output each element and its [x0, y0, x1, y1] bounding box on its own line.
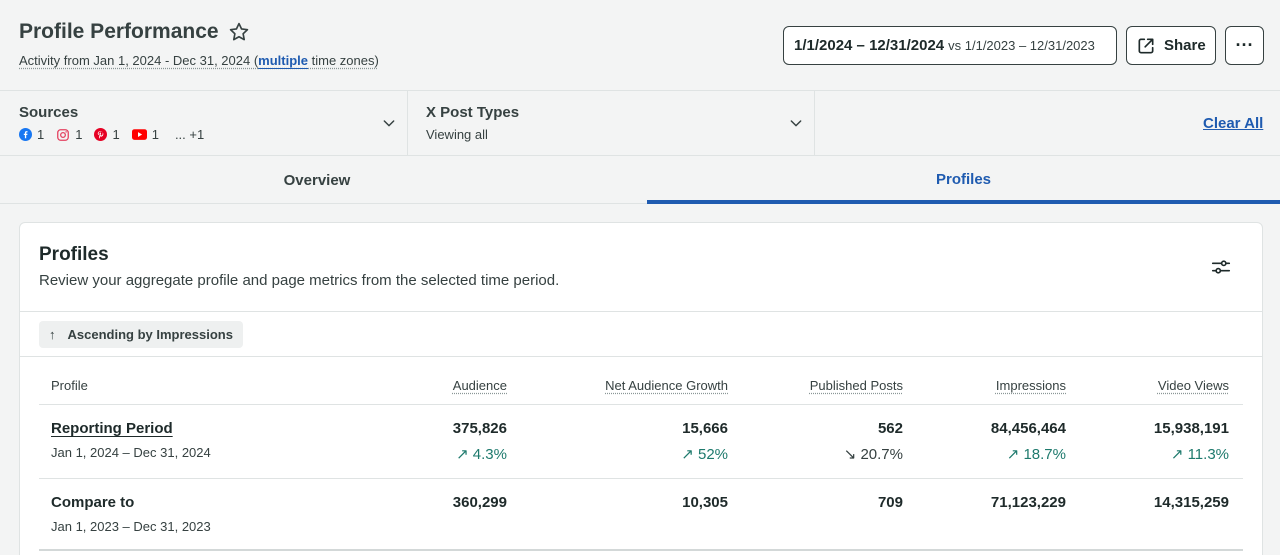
net-audience-growth-value: 10,305 [682, 494, 728, 511]
impressions-value: 71,123,229 [990, 494, 1066, 511]
sources-label: Sources [19, 104, 79, 121]
sort-chip[interactable]: ↑ Ascending by Impressions [39, 321, 243, 348]
tab-overview[interactable]: Overview [283, 171, 351, 189]
source-youtube: 1 [131, 127, 159, 142]
tab-profiles[interactable]: Profiles [647, 156, 1280, 204]
ellipsis-icon: ··· [1235, 35, 1254, 55]
published-posts-change: ↘ 20.7% [843, 446, 903, 463]
subtitle-prefix: Activity from Jan 1, 2024 - Dec 31, 2024… [19, 53, 259, 68]
page-title: Profile Performance [19, 20, 250, 44]
arrow-up-icon: ↑ [49, 327, 56, 342]
subtitle-suffix: time zones) [308, 53, 379, 68]
table-header-divider [39, 404, 1243, 405]
row-date: Jan 1, 2024 – Dec 31, 2024 [51, 445, 211, 460]
audience-change: ↗ 4.3% [456, 446, 507, 463]
net-audience-growth-change: ↗ 52% [681, 446, 728, 463]
profiles-card: Profiles Review your aggregate profile a… [19, 222, 1263, 555]
facebook-icon [19, 128, 32, 141]
external-link-icon [1138, 38, 1154, 53]
video-views-value: 14,315,259 [1153, 494, 1229, 511]
divider [20, 311, 1262, 312]
column-header-impressions[interactable]: Impressions [995, 378, 1066, 393]
pinterest-icon [94, 128, 108, 141]
share-button[interactable]: Share [1126, 26, 1216, 65]
impressions-value: 84,456,464 [990, 420, 1066, 437]
pinterest-count: 1 [112, 127, 120, 142]
more-options-button[interactable]: ··· [1225, 26, 1264, 65]
date-range-label: 1/1/2024 – 12/31/2024 [794, 37, 945, 54]
column-header-net-audience-growth[interactable]: Net Audience Growth [605, 378, 728, 393]
net-audience-growth-value: 15,666 [682, 420, 728, 437]
sources-more: ... +1 [174, 127, 205, 142]
filter-bar: Sources 1 1 1 1 ... +1 X Post Types View… [0, 91, 1280, 156]
sources-list: 1 1 1 1 ... +1 [19, 127, 216, 142]
source-pinterest: 1 [94, 127, 120, 142]
video-views-value: 15,938,191 [1153, 420, 1229, 437]
audience-value: 360,299 [452, 494, 507, 511]
video-views-change: ↗ 11.3% [1170, 446, 1229, 463]
instagram-icon [57, 128, 70, 141]
audience-value: 375,826 [452, 420, 507, 437]
column-header-audience[interactable]: Audience [452, 378, 507, 393]
date-range-button[interactable]: 1/1/2024 – 12/31/2024 vs 1/1/2023 – 12/3… [783, 26, 1117, 65]
card-title: Profiles [39, 244, 109, 265]
activity-subtitle: Activity from Jan 1, 2024 - Dec 31, 2024… [19, 53, 379, 68]
column-header-video-views[interactable]: Video Views [1157, 378, 1229, 393]
row-date: Jan 1, 2023 – Dec 31, 2023 [51, 519, 211, 534]
chevron-down-icon[interactable] [381, 115, 397, 131]
impressions-change: ↗ 18.7% [1006, 446, 1066, 463]
star-icon[interactable] [228, 21, 250, 43]
column-header-profile: Profile [51, 378, 88, 393]
clear-all-link[interactable]: Clear All [1203, 115, 1264, 132]
table-row-divider [39, 478, 1243, 479]
card-description: Review your aggregate profile and page m… [39, 272, 560, 289]
published-posts-value: 709 [877, 494, 903, 511]
sort-label: Ascending by Impressions [67, 327, 233, 342]
table-row-divider [39, 549, 1243, 551]
source-facebook: 1 [19, 127, 44, 142]
page-title-text: Profile Performance [19, 20, 219, 43]
post-types-filter[interactable]: X Post Types Viewing all [408, 91, 815, 155]
sliders-icon[interactable] [1210, 256, 1232, 278]
divider [20, 356, 1262, 357]
compare-range-label: vs 1/1/2023 – 12/31/2023 [948, 38, 1095, 53]
instagram-count: 1 [75, 127, 83, 142]
youtube-count: 1 [151, 127, 159, 142]
sources-filter[interactable]: Sources 1 1 1 1 ... +1 [0, 91, 408, 155]
share-label: Share [1164, 37, 1206, 54]
post-types-value: Viewing all [426, 127, 488, 142]
tab-bar: Overview Profiles [0, 156, 1280, 204]
page-header: Profile Performance Activity from Jan 1,… [0, 0, 1280, 91]
multiple-timezones-link[interactable]: multiple [258, 53, 309, 68]
column-header-published-posts[interactable]: Published Posts [809, 378, 903, 393]
published-posts-value: 562 [877, 420, 903, 437]
row-name-reporting-period[interactable]: Reporting Period [51, 420, 173, 437]
post-types-label: X Post Types [426, 104, 520, 121]
youtube-icon [131, 129, 147, 140]
source-instagram: 1 [56, 127, 82, 142]
facebook-count: 1 [37, 127, 45, 142]
chevron-down-icon[interactable] [788, 115, 804, 131]
row-name-compare-to: Compare to [51, 494, 135, 511]
